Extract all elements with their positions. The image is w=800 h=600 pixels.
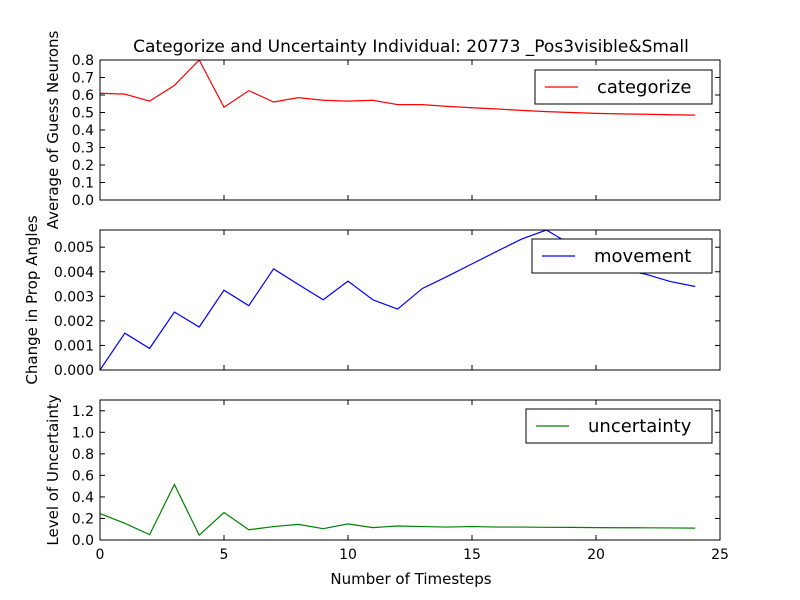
x-tick-label: 25 <box>711 547 729 563</box>
plot-frame <box>99 399 721 541</box>
y-tick-label: 0.4 <box>72 123 94 139</box>
x-tick-label: 15 <box>463 547 481 563</box>
y-axis-label: Change in Prop Angles <box>23 215 41 384</box>
legend: uncertainty <box>525 408 713 444</box>
panel-1: 0.00.1 0.20.3 0.40.5 0.60.7 0.8 Average of Gu… <box>44 30 721 229</box>
legend-label-movement: movement <box>594 246 691 267</box>
legend-label-categorize: categorize <box>597 77 691 98</box>
y-axis-label: Average of Guess Neurons <box>44 30 62 229</box>
y-tick-label: 0.6 <box>72 468 94 484</box>
y-tick-label: 0.005 <box>54 240 94 256</box>
y-tick-label: 0.0 <box>72 533 94 549</box>
legend: categorize <box>534 69 713 105</box>
y-tick-label: 1.2 <box>72 404 94 420</box>
y-tick-label: 0.2 <box>72 158 94 174</box>
x-tick-label: 20 <box>587 547 605 563</box>
plot-frame <box>99 229 721 371</box>
y-tick-label: 0.002 <box>54 314 94 330</box>
y-tick-label: 1.0 <box>72 425 94 441</box>
x-tick-label: 0 <box>96 547 105 563</box>
y-tick-label: 0.003 <box>54 289 94 305</box>
legend-label-uncertainty: uncertainty <box>588 416 692 437</box>
y-tick-label: 0.3 <box>72 141 94 157</box>
y-tick-label: 0.004 <box>54 265 94 281</box>
y-tick-label: 0.0 <box>72 193 94 209</box>
y-tick-label: 0.8 <box>72 53 94 69</box>
legend: movement <box>531 238 713 274</box>
y-tick-label: 0.001 <box>54 338 94 354</box>
plot-frame <box>99 59 721 201</box>
y-tick-label: 0.1 <box>72 176 94 192</box>
series-line-categorize <box>100 60 696 116</box>
x-tick-label: 10 <box>339 547 357 563</box>
y-tick-label: 0.000 <box>54 363 94 379</box>
y-tick-label: 0.7 <box>72 71 94 87</box>
x-tick-label: 5 <box>220 547 229 563</box>
panel-3: 0.0 0.2 0.4 0.6 0.8 1.0 1.2 0 5 10 15 20 25 Level of … <box>44 394 729 563</box>
x-axis-label: Number of Timesteps <box>330 570 491 588</box>
chart-title: Categorize and Uncertainty Individual: 2… <box>133 37 689 57</box>
y-tick-label: 0.2 <box>72 511 94 527</box>
y-tick-label: 0.5 <box>72 106 94 122</box>
y-axis-label: Level of Uncertainty <box>44 394 62 545</box>
y-tick-label: 0.8 <box>72 447 94 463</box>
series-line-uncertainty <box>100 483 696 537</box>
y-tick-label: 0.6 <box>72 88 94 104</box>
y-tick-label: 0.4 <box>72 490 94 506</box>
panel-2: 0.000 0.001 0.002 0.003 0.004 0.005 Change in … <box>23 215 721 385</box>
